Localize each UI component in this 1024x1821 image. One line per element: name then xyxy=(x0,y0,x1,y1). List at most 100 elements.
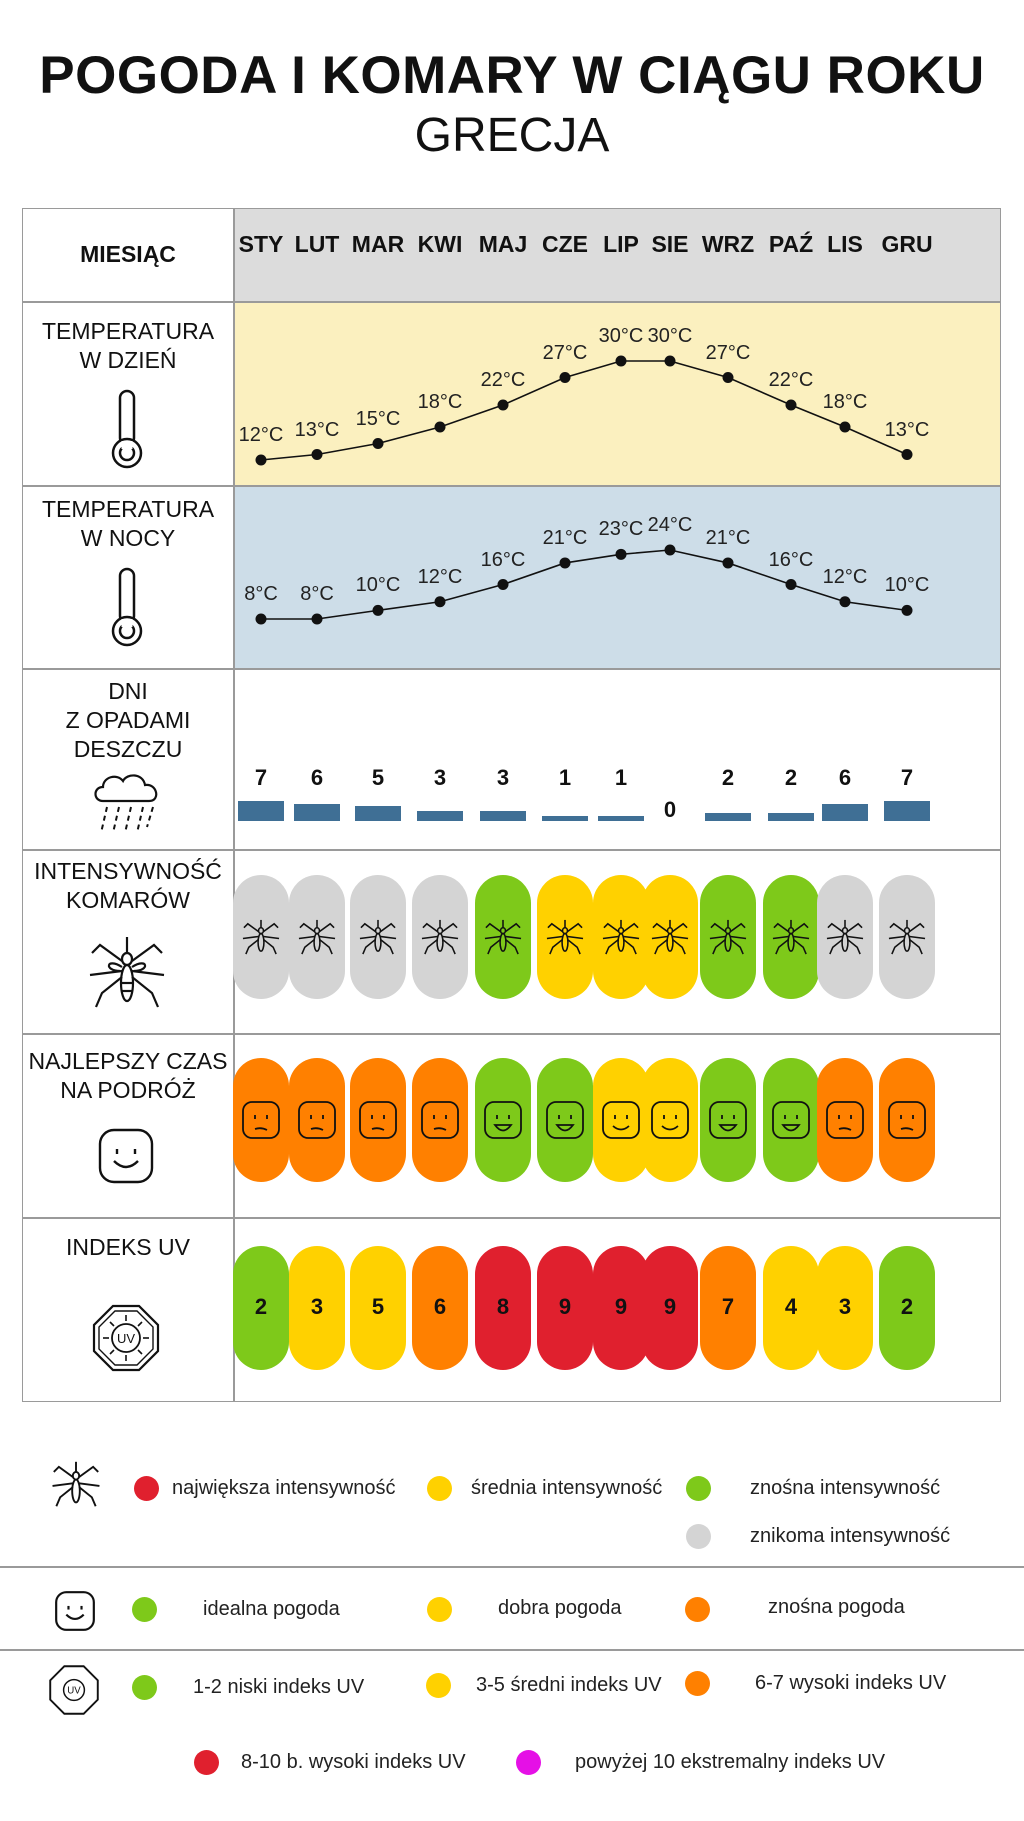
night-temp-point xyxy=(497,579,509,590)
night-temp-point xyxy=(785,579,797,590)
smiley-icon xyxy=(888,1101,926,1139)
mosquito-pill xyxy=(593,875,649,999)
night-temp-label: 23°C xyxy=(598,518,644,541)
smiley-icon xyxy=(546,1101,584,1139)
smiley-icon xyxy=(98,1128,154,1184)
legend-label: idealna pogoda xyxy=(203,1598,340,1620)
uv-index-value: 5 xyxy=(371,1294,385,1319)
uv-pill: 9 xyxy=(642,1246,698,1370)
legend-label: największa intensywność xyxy=(172,1477,396,1499)
legend-label: powyżej 10 ekstremalny indeks UV xyxy=(575,1751,886,1773)
legend-dot xyxy=(686,1476,711,1501)
page-title: POGODA I KOMARY W CIĄGU ROKU xyxy=(39,46,985,105)
night-temp-label: 10°C xyxy=(355,574,401,597)
smiley-icon xyxy=(651,1101,689,1139)
uv-pill: 8 xyxy=(475,1246,531,1370)
day-temp-point xyxy=(839,421,851,433)
smiley-icon xyxy=(602,1101,640,1139)
uv-index-value: 2 xyxy=(900,1294,914,1319)
rain-bar xyxy=(768,813,814,821)
mosquito-icon xyxy=(242,919,280,955)
thermometer-icon xyxy=(111,389,143,469)
mosquito-icon xyxy=(298,919,336,955)
rain-days-value: 1 xyxy=(558,765,572,790)
mosquito-label: INTENSYWNOŚĆ KOMARÓW xyxy=(34,858,222,913)
mosquito-icon xyxy=(602,919,640,955)
row-divider xyxy=(23,301,1000,303)
smiley-icon xyxy=(826,1101,864,1139)
travel-pill xyxy=(412,1058,468,1182)
night-temp-point xyxy=(664,544,676,556)
day-temp-label: 27°C xyxy=(705,341,751,364)
night-temp-point xyxy=(311,613,323,625)
travel-label: NAJLEPSZY CZAS NA PODRÓŻ xyxy=(28,1048,228,1103)
uv-pill: 9 xyxy=(593,1246,649,1370)
day-temp-point xyxy=(255,454,267,466)
rain-days-value: 7 xyxy=(900,765,914,790)
mosquito-icon xyxy=(421,919,459,955)
rain-days-value: 2 xyxy=(721,765,735,790)
night-temp-label: 12°C xyxy=(417,565,463,588)
uv-pill: 9 xyxy=(537,1246,593,1370)
mosquito-pill xyxy=(537,875,593,999)
night-temp-label: TEMPERATURA W NOCY xyxy=(41,496,215,551)
uv-index-value: 9 xyxy=(663,1294,677,1319)
mosquito-pill xyxy=(289,875,345,999)
legend-label: znośna intensywność xyxy=(750,1477,941,1499)
rain-days-value: 7 xyxy=(254,765,268,790)
month-label: CZE xyxy=(542,231,588,257)
rain-days-value: 3 xyxy=(433,765,447,790)
night-temp-point xyxy=(559,557,571,569)
rain-bar xyxy=(542,815,588,821)
day-temp-point xyxy=(664,355,676,367)
smiley-icon xyxy=(484,1101,522,1139)
night-temp-point xyxy=(722,557,734,569)
rain-bar xyxy=(417,810,463,821)
night-temp-label: 21°C xyxy=(542,526,588,549)
mosquito-pill xyxy=(763,875,819,999)
night-temp-band xyxy=(234,485,1000,668)
rain-bar xyxy=(598,815,644,821)
day-temp-label: 15°C xyxy=(355,407,401,430)
legend-divider xyxy=(0,1566,1024,1568)
uv-pill: 5 xyxy=(350,1246,406,1370)
climate-table: MIESIĄC TEMPERATURA W DZIEŃ TEMPERATURA W … xyxy=(22,208,1001,1402)
rain-bar xyxy=(294,803,340,821)
mosquito-icon xyxy=(89,937,165,1008)
day-temp-label: 18°C xyxy=(417,391,463,413)
legend-dot xyxy=(134,1476,159,1501)
travel-pill xyxy=(593,1058,649,1182)
day-temp-line xyxy=(260,360,908,461)
smiley-icon xyxy=(772,1101,810,1139)
day-temp-label: 12°C xyxy=(238,424,284,446)
legend-dot xyxy=(426,1673,451,1698)
smiley-icon xyxy=(421,1101,459,1139)
day-temp-band xyxy=(234,301,1000,485)
night-temp-label: 21°C xyxy=(705,526,751,549)
mosquito-pill xyxy=(233,875,289,999)
month-label: MAR xyxy=(351,231,405,257)
day-temp-label: 30°C xyxy=(647,325,693,347)
night-temp-label: 24°C xyxy=(647,514,693,536)
row-divider xyxy=(23,485,1000,487)
rain-days-value: 2 xyxy=(784,765,798,790)
travel-pill xyxy=(879,1058,935,1182)
travel-pill xyxy=(763,1058,819,1182)
uv-index-value: 8 xyxy=(496,1294,510,1319)
page-subtitle: GRECJA xyxy=(414,109,610,162)
day-temp-point xyxy=(311,449,323,460)
night-temp-point xyxy=(372,604,384,616)
mosquito-pill xyxy=(475,875,531,999)
row-divider xyxy=(23,668,1000,670)
uv-index-value: 9 xyxy=(614,1294,628,1319)
column-divider xyxy=(233,209,235,1401)
svg-text:UV: UV xyxy=(117,1331,135,1346)
legend-dot xyxy=(685,1671,710,1696)
night-temp-label: 16°C xyxy=(480,548,526,571)
mosquito-icon xyxy=(484,919,522,955)
mosquito-icon xyxy=(52,1461,100,1507)
day-temp-point xyxy=(901,449,913,460)
day-temp-point xyxy=(722,372,734,383)
travel-pill xyxy=(700,1058,756,1182)
month-label: MAJ xyxy=(478,231,528,257)
